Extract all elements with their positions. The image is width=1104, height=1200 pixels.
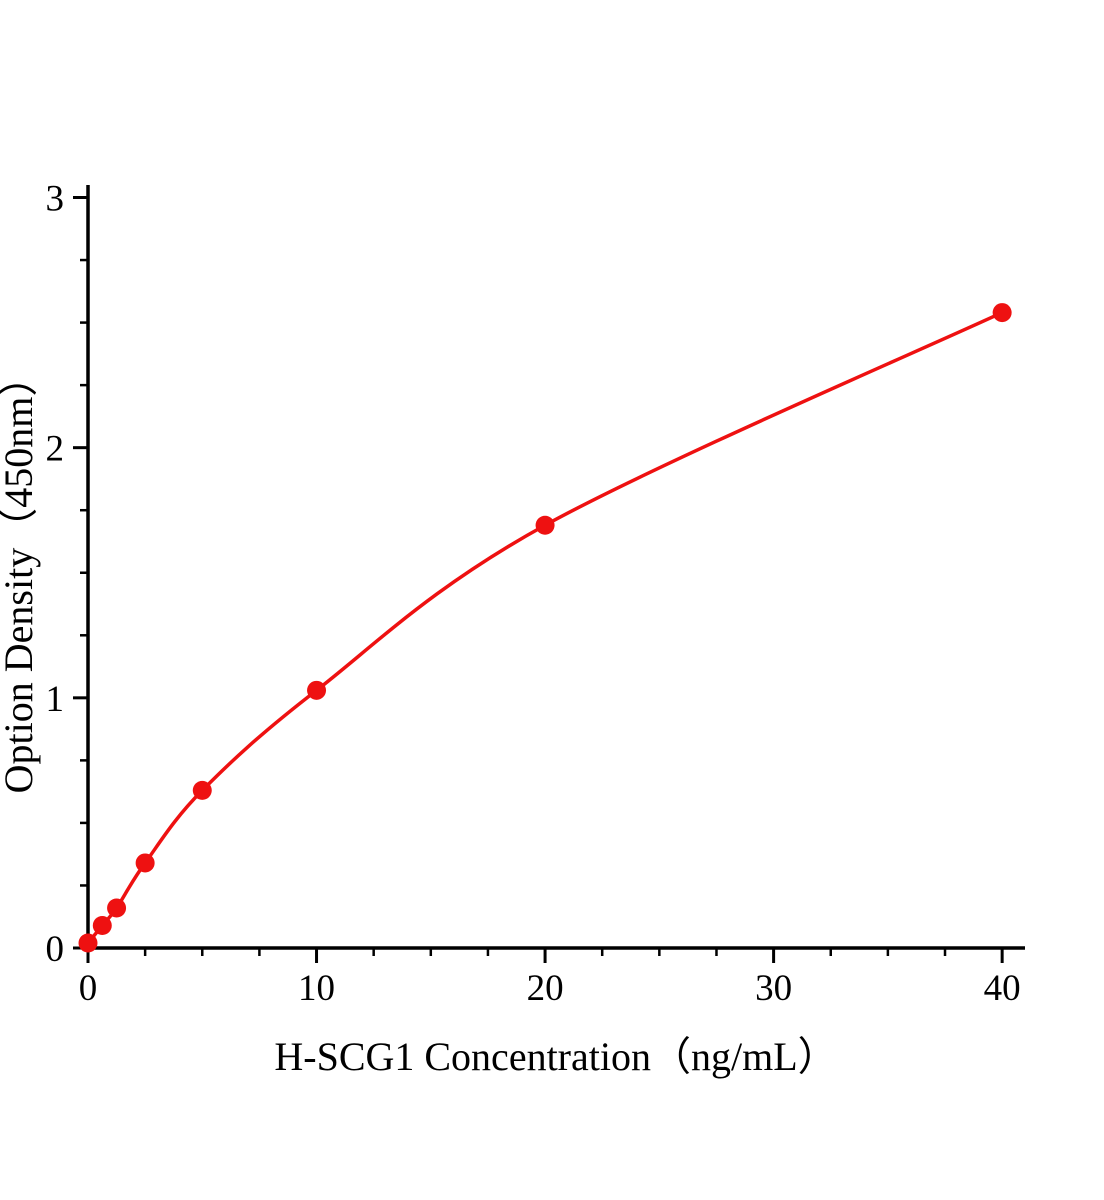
tick-labels: 0 10 20 30 40 0 1 2 3 — [46, 179, 1021, 1009]
axis-lines — [86, 185, 1025, 950]
data-point-marker — [535, 515, 555, 535]
x-tick-label: 40 — [984, 968, 1021, 1009]
data-point-marker — [992, 303, 1012, 323]
data-point-marker — [78, 933, 98, 953]
x-tick-label: 10 — [298, 968, 335, 1009]
y-tick-label: 1 — [46, 679, 65, 720]
y-tick-label: 3 — [46, 179, 65, 220]
y-tick-label: 0 — [46, 929, 65, 970]
chart-graphics: 0 10 20 30 40 0 1 2 3 — [46, 179, 1025, 1009]
data-points — [78, 303, 1012, 953]
data-point-marker — [107, 898, 127, 918]
data-point-marker — [92, 915, 112, 935]
data-point-marker — [307, 680, 327, 700]
standard-curve-line — [86, 310, 1003, 945]
data-point-marker — [192, 780, 212, 800]
x-tick-label: 0 — [79, 968, 98, 1009]
x-tick-label: 30 — [755, 968, 792, 1009]
x-tick-label: 20 — [527, 968, 564, 1009]
axis-ticks — [73, 196, 1004, 963]
x-axis-label: H-SCG1 Concentration（ng/mL） — [274, 1034, 837, 1079]
data-point-marker — [135, 853, 155, 873]
y-tick-label: 2 — [46, 429, 65, 470]
y-axis-label: Option Density（450nm） — [0, 357, 41, 794]
